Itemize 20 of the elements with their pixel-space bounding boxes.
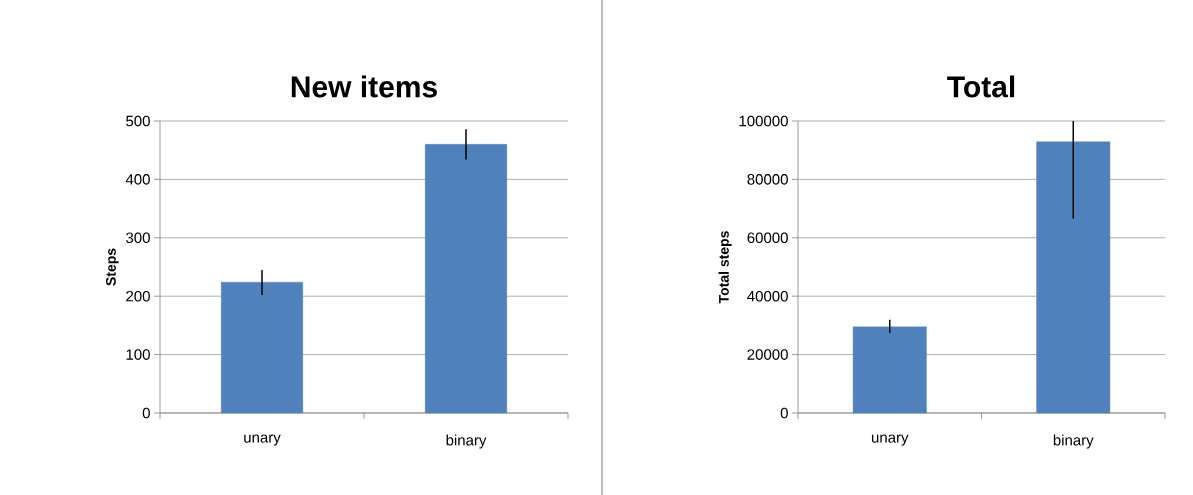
y-tick-label: 60000 <box>747 232 788 244</box>
x-tick-label: binary <box>446 434 487 449</box>
y-tick-label: 0 <box>142 407 150 419</box>
y-tick-label: 200 <box>126 290 150 302</box>
x-tick-label: unary <box>871 434 909 446</box>
y-tick-label: 20000 <box>747 349 788 360</box>
y-axis-title: Steps <box>105 248 119 286</box>
x-tick-label: binary <box>1053 434 1094 449</box>
y-tick-label: 100 <box>126 349 150 360</box>
x-tick-label: unary <box>244 434 281 446</box>
y-tick-label: 500 <box>126 115 150 127</box>
chart-title: New items <box>291 75 437 98</box>
y-tick-label: 0 <box>780 407 788 419</box>
chart-title: Total <box>947 75 1015 98</box>
y-tick-label: 40000 <box>747 290 788 302</box>
y-tick-label: 80000 <box>747 174 788 185</box>
y-axis-title: Total steps <box>718 231 732 304</box>
y-tick-label: 400 <box>125 174 150 185</box>
y-tick-label: 300 <box>126 232 150 244</box>
y-tick-label: 100000 <box>739 115 788 127</box>
